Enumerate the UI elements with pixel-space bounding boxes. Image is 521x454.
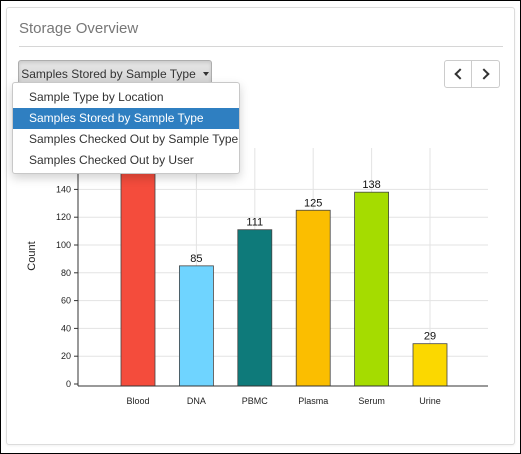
x-tick-label: Plasma — [298, 396, 328, 406]
y-tick-label: 40 — [61, 323, 71, 333]
panel-title: Storage Overview — [19, 20, 139, 37]
caret-down-icon — [202, 71, 209, 76]
y-tick-label: 60 — [61, 296, 71, 306]
data-label: 111 — [246, 217, 263, 229]
x-tick-label: DNA — [187, 396, 206, 406]
y-tick-label: 120 — [56, 212, 71, 222]
previous-chart-button[interactable] — [444, 60, 472, 88]
dropdown-item-samples-checked-out-by-sample-type[interactable]: Samples Checked Out by Sample Type — [29, 132, 239, 146]
dropdown-item-samples-checked-out-by-user[interactable]: Samples Checked Out by User — [29, 153, 194, 167]
bar-serum[interactable] — [354, 191, 390, 387]
chart-type-dropdown-menu: Sample Type by Location Samples Stored b… — [12, 82, 240, 174]
x-tick-label: Urine — [419, 396, 441, 406]
x-tick-label: PBMC — [242, 396, 269, 406]
data-label: 85 — [190, 253, 202, 265]
dropdown-item-samples-stored-by-sample-type[interactable]: Samples Stored by Sample Type — [13, 108, 239, 129]
x-tick-label: Serum — [358, 396, 385, 406]
dropdown-item-sample-type-by-location[interactable]: Sample Type by Location — [29, 90, 164, 104]
panel-divider — [19, 46, 503, 47]
bar-dna[interactable] — [178, 265, 214, 387]
x-tick-label: Blood — [126, 396, 149, 406]
data-label: 125 — [304, 197, 322, 209]
next-chart-button[interactable] — [472, 60, 500, 88]
bar-plasma[interactable] — [295, 209, 331, 387]
y-tick-label: 140 — [56, 184, 71, 194]
y-tick-label: 20 — [61, 351, 71, 361]
y-axis-label: Count — [26, 241, 38, 270]
y-tick-label: 100 — [56, 240, 71, 250]
y-tick-label: 0 — [66, 379, 71, 389]
bar-pbmc[interactable] — [237, 229, 273, 387]
data-label: 138 — [362, 179, 380, 191]
data-label: 29 — [424, 331, 436, 343]
y-tick-label: 80 — [61, 268, 71, 278]
dropdown-selected-label: Samples Stored by Sample Type — [21, 66, 196, 81]
bar-blood[interactable] — [120, 161, 156, 387]
bar-urine[interactable] — [412, 343, 448, 387]
chart-pager — [444, 60, 501, 88]
